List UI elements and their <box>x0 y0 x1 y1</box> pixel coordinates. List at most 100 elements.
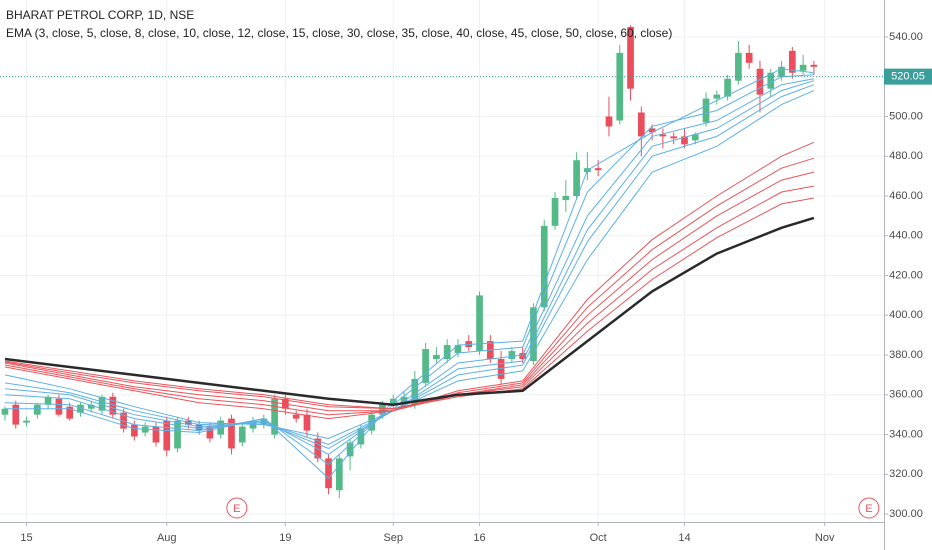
y-tick-label: 300.00 <box>889 508 923 520</box>
candle-body <box>379 404 386 415</box>
candle-body <box>206 426 214 439</box>
candle-body <box>605 116 613 127</box>
candle-body <box>23 420 30 423</box>
candle-body <box>799 64 807 71</box>
indicator-label: EMA (3, close, 5, close, 8, close, 10, c… <box>6 26 672 40</box>
candle-body <box>713 94 721 99</box>
y-tick-label: 480.00 <box>889 150 923 162</box>
axes: 300.00 320.00 340.00 360.00 380.00 400.00 420.… <box>20 31 932 544</box>
candle-body <box>594 168 602 171</box>
ema-line <box>4 78 814 455</box>
candle-body <box>109 396 117 415</box>
candle-body <box>87 404 95 409</box>
candle-body <box>637 112 645 137</box>
candle-body <box>670 136 678 139</box>
candle-body <box>691 134 699 141</box>
candle-body <box>573 160 580 196</box>
candle-body <box>120 412 127 429</box>
candle-body <box>174 420 181 449</box>
ema-line <box>4 216 815 406</box>
x-tick-label: Oct <box>590 532 607 544</box>
candle-body <box>357 428 365 445</box>
candle-body <box>659 134 667 137</box>
ema-line <box>4 90 815 440</box>
candle-body <box>292 414 300 419</box>
candle-body <box>735 52 742 81</box>
y-tick-label: 380.00 <box>889 349 923 361</box>
y-tick-label: 340.00 <box>889 428 923 440</box>
candle-body <box>476 295 483 352</box>
y-tick-label: 540.00 <box>889 31 923 43</box>
candle-body <box>55 398 63 415</box>
candle-body <box>163 420 171 451</box>
candle-body <box>519 353 527 359</box>
earnings-marker <box>858 497 880 519</box>
candle-body <box>648 128 656 133</box>
candle-body <box>810 64 818 67</box>
candle-body <box>422 349 429 383</box>
candle-body <box>616 52 624 121</box>
candle-body <box>368 414 376 431</box>
x-tick-label: Sep <box>383 532 403 544</box>
candle-body <box>778 66 785 77</box>
candle-body <box>1 408 9 415</box>
ema-line <box>4 197 814 410</box>
candle-body <box>756 68 764 95</box>
candle-body <box>562 195 570 200</box>
candle-body <box>389 398 397 405</box>
candle-body <box>335 458 343 491</box>
candle-body <box>325 458 332 489</box>
candle-body <box>260 418 268 425</box>
ema-line <box>4 185 814 410</box>
candle-body <box>98 396 106 411</box>
y-tick-label: 420.00 <box>889 269 923 281</box>
candle-body <box>44 396 52 405</box>
candle-body <box>454 345 462 354</box>
y-tick-label: 400.00 <box>889 309 923 321</box>
last-price-box <box>884 68 932 85</box>
candle-body <box>745 52 753 63</box>
x-tick-label: 14 <box>678 532 690 544</box>
ema-line <box>4 84 815 446</box>
candle-body <box>540 225 548 308</box>
earnings-marker <box>226 497 248 519</box>
ema-line <box>4 74 814 466</box>
candle-body <box>66 406 74 419</box>
candle-body <box>411 378 419 405</box>
candle-body <box>551 197 559 226</box>
candle-body <box>33 404 41 415</box>
candle-body <box>77 404 84 413</box>
candle-body <box>12 404 20 425</box>
x-tick-label: 19 <box>279 532 291 544</box>
candle-body <box>767 72 775 89</box>
y-tick-label: 460.00 <box>889 190 923 202</box>
candle-body <box>508 351 516 359</box>
last-price-label: 520.05 <box>891 71 925 83</box>
x-tick-label: Nov <box>815 532 835 544</box>
x-tick-label: Aug <box>157 532 177 544</box>
candle-body <box>195 424 203 431</box>
candle-body <box>788 50 796 73</box>
y-tick-label: 320.00 <box>889 468 923 480</box>
candle-body <box>530 307 537 361</box>
candle-body <box>303 414 311 431</box>
x-tick-label: 15 <box>20 532 32 544</box>
candle-body <box>152 426 160 443</box>
candle-body <box>238 426 246 443</box>
candle-body <box>497 358 505 379</box>
candle-body <box>724 78 731 97</box>
candle-body <box>702 98 710 123</box>
plot <box>0 25 884 499</box>
candle-body <box>443 345 451 359</box>
ema-line <box>4 80 815 450</box>
candle-body <box>346 442 354 457</box>
chart-title: BHARAT PETROL CORP, 1D, NSE <box>6 8 194 22</box>
candle-body <box>400 396 408 403</box>
candle-body <box>627 27 634 89</box>
earnings-label: E <box>865 503 872 515</box>
x-tick-label: 16 <box>473 532 485 544</box>
earnings-label: E <box>233 503 240 515</box>
ema-line <box>5 68 814 480</box>
